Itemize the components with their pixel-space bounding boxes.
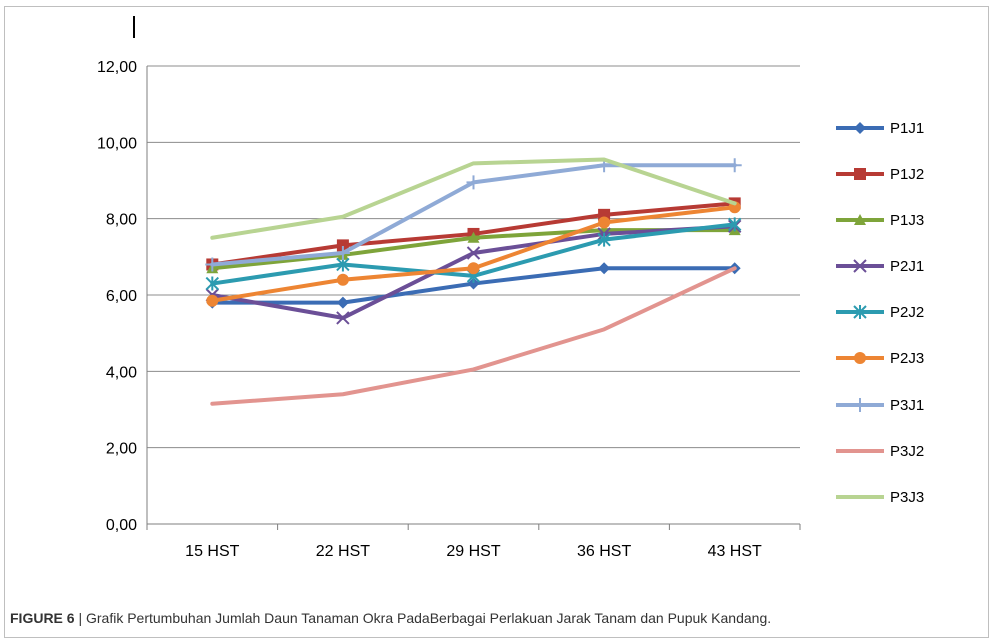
y-tick-label: 4,00 xyxy=(106,364,137,381)
legend-swatch-p3j3 xyxy=(836,494,884,499)
legend-marker xyxy=(854,122,866,134)
legend-item-p1j2: P1J2 xyxy=(832,160,982,206)
text-cursor-mark xyxy=(133,16,135,38)
figure-caption: FIGURE 6 | Grafik Pertumbuhan Jumlah Dau… xyxy=(10,610,771,626)
data-point-p1j3 xyxy=(467,231,480,243)
x-tick-label: 29 HST xyxy=(446,543,500,560)
x-tick-label: 36 HST xyxy=(577,543,631,560)
figure-frame xyxy=(4,6,989,638)
figure-caption-text: | Grafik Pertumbuhan Jumlah Daun Tanaman… xyxy=(74,610,772,626)
legend-label-p3j1: P3J1 xyxy=(890,396,925,414)
y-tick-label: 2,00 xyxy=(106,441,137,458)
legend-marker xyxy=(853,305,867,320)
legend-label-p1j3: P1J3 xyxy=(890,212,925,230)
data-point-p1j2 xyxy=(336,239,349,252)
legend-marker xyxy=(854,352,866,365)
data-point-p2j2 xyxy=(597,232,611,247)
y-tick-label: 0,00 xyxy=(106,517,137,534)
data-point-p3j1 xyxy=(205,257,220,272)
data-point-p2j3 xyxy=(467,262,480,275)
series-line-p3j2 xyxy=(210,266,737,406)
data-point-p2j3 xyxy=(336,273,349,286)
y-tick-label: 12,00 xyxy=(97,59,137,76)
legend-marker xyxy=(853,259,867,273)
legend-label-p3j2: P3J2 xyxy=(890,442,925,460)
legend-swatch-p2j3 xyxy=(836,352,884,365)
y-tick-label: 8,00 xyxy=(106,212,137,229)
legend-marker xyxy=(853,397,867,412)
y-tick-label: 6,00 xyxy=(106,288,137,305)
legend-label-p1j2: P1J2 xyxy=(890,166,925,184)
data-point-p1j1 xyxy=(598,262,611,275)
data-point-p1j1 xyxy=(467,277,480,290)
legend-swatch-p1j2 xyxy=(836,168,884,181)
data-point-p2j3 xyxy=(598,216,611,229)
data-point-p2j1 xyxy=(466,246,481,260)
legend-item-p2j1: P2J1 xyxy=(832,252,982,298)
data-point-p2j3 xyxy=(206,294,219,307)
chart-legend: P1J1 P1J2 P1J3 P2J1 P2J2 P2J3 P3J1 P3J2 P3J3 xyxy=(832,114,982,529)
data-point-p3j1 xyxy=(335,246,350,261)
legend-item-p1j3: P1J3 xyxy=(832,206,982,252)
legend-label-p2j3: P2J3 xyxy=(890,350,925,368)
y-tick-label: 10,00 xyxy=(97,135,137,152)
legend-marker xyxy=(854,168,866,181)
data-point-p2j1 xyxy=(336,311,350,325)
legend-marker xyxy=(854,214,866,226)
data-point-p1j1 xyxy=(336,296,349,309)
legend-swatch-p3j1 xyxy=(836,397,884,412)
legend-item-p3j1: P3J1 xyxy=(832,391,982,437)
data-point-p3j1 xyxy=(727,158,742,173)
line-chart: 0,00 2,00 4,00 6,00 8,00 10,00 12,00 15 HST 22 H… xyxy=(97,59,801,560)
x-tick-label: 15 HST xyxy=(185,543,239,560)
legend-item-p3j3: P3J3 xyxy=(832,483,982,529)
legend-item-p2j3: P2J3 xyxy=(832,344,982,390)
legend-label-p1j1: P1J1 xyxy=(890,120,925,137)
legend-swatch-p1j3 xyxy=(836,214,884,226)
series-line-p3j3 xyxy=(210,157,737,240)
legend-label-p2j2: P2J2 xyxy=(890,304,925,322)
legend-swatch-p2j1 xyxy=(836,259,884,273)
legend-label-p3j3: P3J3 xyxy=(890,488,925,506)
legend-label-p2j1: P2J1 xyxy=(890,258,925,276)
data-point-p3j1 xyxy=(466,175,481,190)
legend-item-p2j2: P2J2 xyxy=(832,298,982,344)
x-tick-label: 43 HST xyxy=(708,543,762,560)
legend-item-p3j2: P3J2 xyxy=(832,437,982,483)
x-tick-label: 22 HST xyxy=(316,543,370,560)
legend-swatch-p2j2 xyxy=(836,305,884,320)
figure-caption-label: FIGURE 6 xyxy=(10,610,75,626)
legend-item-p1j1: P1J1 xyxy=(832,114,982,160)
data-point-p2j2 xyxy=(727,217,742,232)
legend-swatch-p3j2 xyxy=(836,448,884,453)
data-point-p2j2 xyxy=(205,276,220,291)
legend-swatch-p1j1 xyxy=(836,122,884,134)
chart-area: 0,00 2,00 4,00 6,00 8,00 10,00 12,00 15 HST 22 H… xyxy=(40,30,985,598)
